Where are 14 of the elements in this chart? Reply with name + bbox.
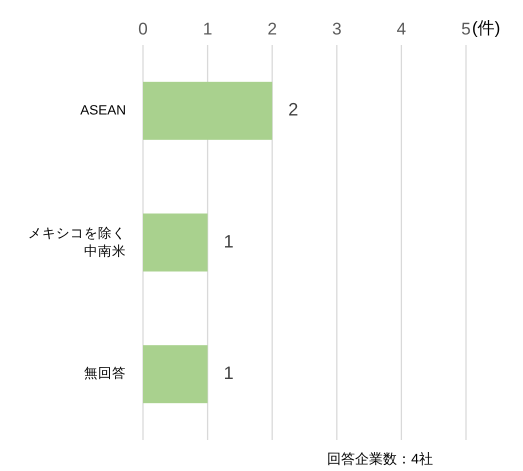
x-axis-title: (件) [472,18,500,38]
y-tick-label: メキシコを除く中南米 [28,224,126,258]
data-label: 1 [224,231,234,252]
x-tick-label: 1 [202,19,212,38]
data-label: 2 [288,100,298,120]
y-tick-label: ASEAN [80,102,126,118]
text: 回答企業数：4社 [327,450,433,467]
x-tick-label: 3 [332,19,342,38]
x-tick-label: 5 [461,19,471,38]
data-label: 1 [224,362,234,383]
x-tick-label: 0 [138,19,148,38]
y-tick-label: 無回答 [84,366,126,381]
x-tick-label: 4 [396,19,406,38]
x-tick-label: 2 [267,19,277,38]
